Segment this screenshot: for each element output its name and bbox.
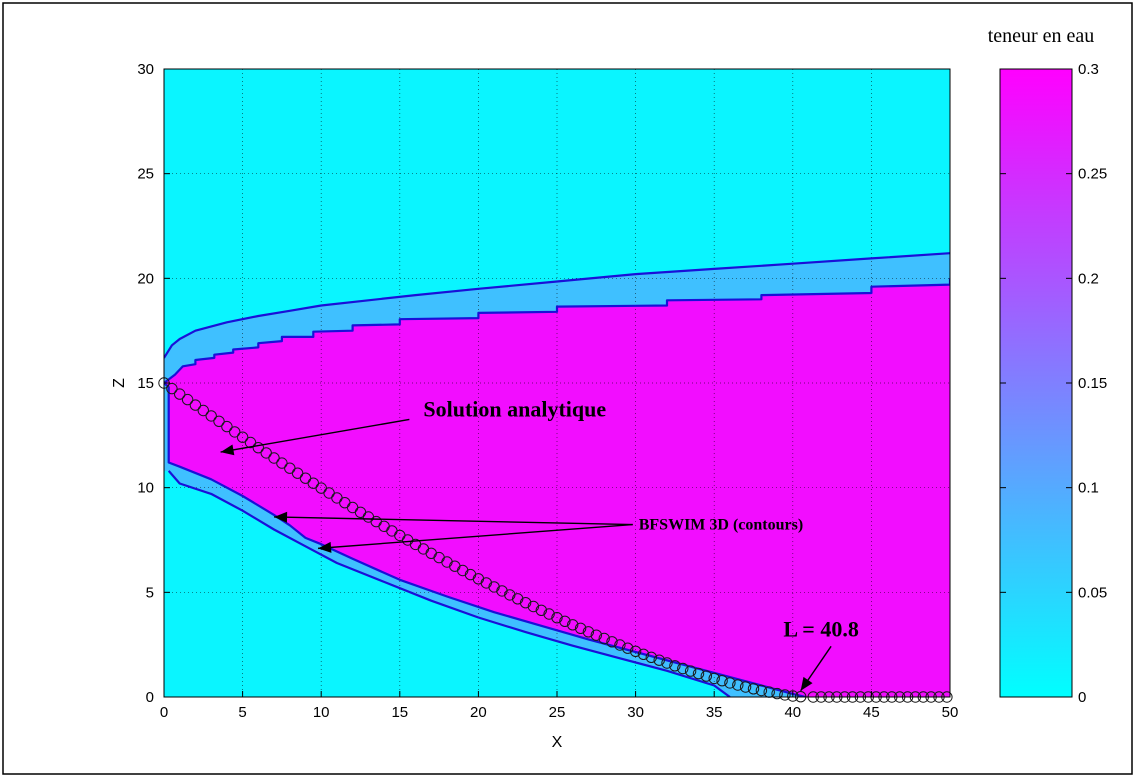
analytical-point bbox=[716, 675, 728, 687]
analytical-point bbox=[732, 679, 744, 691]
colorbar-tick-label: 0.25 bbox=[1078, 166, 1107, 183]
x-tick-label: 50 bbox=[942, 704, 959, 721]
analytical-point bbox=[221, 420, 233, 433]
colorbar-tick-label: 0.1 bbox=[1078, 480, 1099, 497]
analytical-point bbox=[622, 642, 634, 654]
analytical-point bbox=[692, 667, 705, 680]
analytical-point bbox=[598, 632, 610, 645]
analytical-point bbox=[205, 410, 217, 422]
analytical-point bbox=[739, 681, 752, 693]
analytical-point bbox=[213, 415, 225, 427]
analytical-point bbox=[661, 657, 673, 669]
annotation-arrowhead bbox=[220, 444, 235, 456]
x-tick-label: 25 bbox=[549, 704, 566, 721]
contour-line bbox=[164, 252, 950, 359]
analytical-point bbox=[535, 604, 547, 616]
analytical-point bbox=[582, 626, 595, 638]
x-tick-label: 40 bbox=[784, 704, 801, 721]
annotation-arrow-line bbox=[220, 418, 410, 453]
x-tick-label: 15 bbox=[391, 704, 408, 721]
analytical-point bbox=[260, 447, 272, 459]
analytical-point bbox=[779, 689, 791, 701]
colorbar bbox=[999, 68, 1073, 698]
analytical-point bbox=[684, 665, 697, 677]
y-tick-label: 25 bbox=[137, 166, 154, 183]
axis-ticks: 0 5 10 15 20 25 30 35 40 45 50 0 5 10 15 20 25 30 bbox=[137, 61, 958, 721]
analytical-point bbox=[519, 597, 532, 609]
y-tick-label: 20 bbox=[137, 270, 154, 287]
x-tick-label: 10 bbox=[313, 704, 330, 721]
annotation-label: BFSWIM 3D (contours) bbox=[639, 517, 803, 534]
x-axis-label: X bbox=[552, 734, 563, 751]
analytical-point bbox=[787, 690, 799, 702]
annotation-arrow-line bbox=[318, 523, 633, 550]
annotation-label: Solution analytique bbox=[423, 396, 606, 421]
analytical-point bbox=[614, 639, 626, 651]
analytical-point bbox=[629, 645, 642, 657]
analytical-point bbox=[559, 615, 571, 627]
colorbar-ticks: 0 0.05 0.1 0.15 0.2 0.25 0.3 bbox=[1000, 61, 1107, 706]
analytical-point bbox=[197, 404, 210, 417]
analytical-point bbox=[724, 677, 736, 689]
annotation-arrow-line bbox=[274, 516, 633, 526]
colorbar-tick-label: 0.15 bbox=[1078, 375, 1107, 392]
analytical-point bbox=[708, 672, 720, 685]
analytical-point bbox=[189, 399, 202, 411]
analytical-point bbox=[236, 431, 249, 443]
analytical-point bbox=[669, 660, 681, 672]
analytical-point bbox=[551, 612, 563, 624]
y-tick-label: 10 bbox=[137, 480, 154, 497]
y-tick-label: 15 bbox=[137, 375, 154, 392]
annotation-arrowhead bbox=[318, 541, 332, 553]
analytical-point bbox=[590, 629, 602, 641]
analytical-point bbox=[700, 670, 712, 682]
analytical-point bbox=[268, 452, 280, 464]
x-tick-label: 30 bbox=[627, 704, 644, 721]
analytical-point bbox=[543, 608, 555, 620]
analytical-point bbox=[574, 622, 587, 634]
annotations: Solution analytique BFSWIM 3D (contours) L… bbox=[220, 396, 859, 692]
colorbar-tick-label: 0.05 bbox=[1078, 584, 1107, 601]
annotation-label: L = 40.8 bbox=[783, 616, 859, 641]
analytical-point bbox=[244, 436, 257, 449]
analytical-point bbox=[747, 683, 760, 695]
analytical-point bbox=[166, 382, 178, 395]
grid bbox=[164, 69, 950, 697]
analytical-point bbox=[181, 393, 194, 406]
analytical-point bbox=[637, 648, 650, 660]
x-tick-label: 45 bbox=[863, 704, 880, 721]
x-tick-label: 35 bbox=[706, 704, 723, 721]
analytical-point bbox=[677, 662, 689, 675]
analytical-point bbox=[771, 687, 783, 700]
contour-line bbox=[164, 278, 950, 384]
analytical-point bbox=[645, 651, 657, 663]
analytical-point bbox=[567, 619, 579, 631]
contour-line bbox=[167, 470, 731, 697]
annotation-arrowhead bbox=[800, 676, 813, 691]
analytical-point bbox=[755, 684, 768, 697]
y-axis-label: Z bbox=[111, 378, 128, 388]
y-tick-label: 30 bbox=[137, 61, 154, 78]
colorbar-tick-label: 0.2 bbox=[1078, 270, 1099, 287]
x-tick-label: 0 bbox=[160, 704, 168, 721]
analytical-point bbox=[527, 600, 540, 613]
colorbar-tick-label: 0 bbox=[1078, 689, 1086, 706]
analytical-point bbox=[276, 457, 288, 469]
x-tick-label: 20 bbox=[470, 704, 487, 721]
y-tick-label: 0 bbox=[146, 689, 154, 706]
y-tick-label: 5 bbox=[146, 584, 154, 601]
annotation-arrowhead bbox=[274, 511, 288, 523]
colorbar-label: teneur en eau bbox=[988, 25, 1095, 47]
analytical-point bbox=[174, 388, 186, 400]
analytical-point bbox=[606, 636, 618, 648]
analytical-point bbox=[252, 442, 264, 454]
analytical-point bbox=[229, 426, 241, 438]
x-tick-label: 5 bbox=[238, 704, 246, 721]
analytical-point bbox=[653, 654, 665, 666]
colorbar-tick-label: 0.3 bbox=[1078, 61, 1099, 78]
